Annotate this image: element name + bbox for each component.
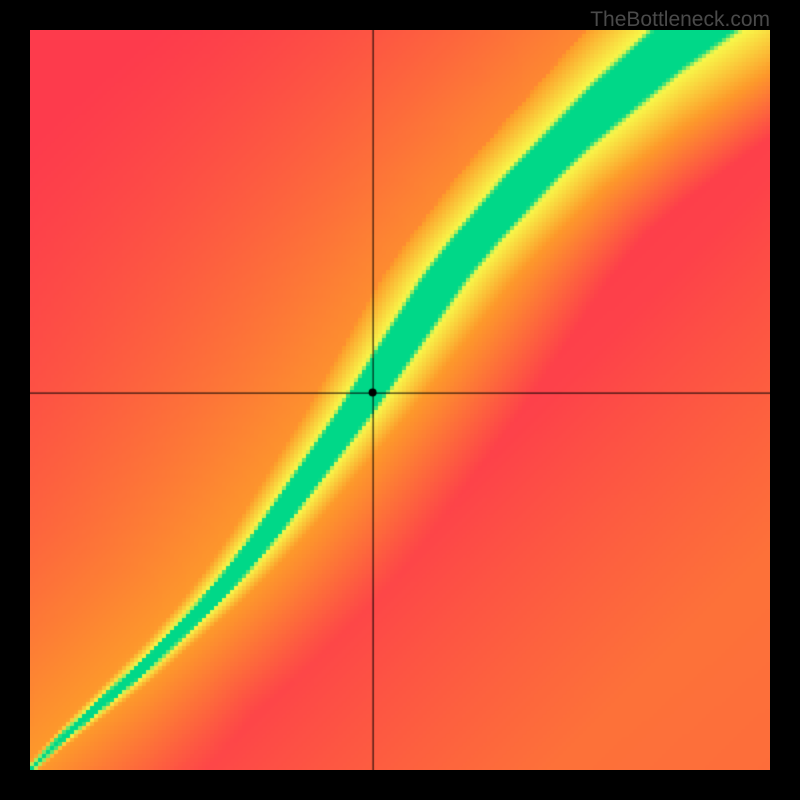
watermark-text: TheBottleneck.com bbox=[590, 8, 770, 32]
heatmap-plot bbox=[30, 30, 770, 770]
heatmap-canvas bbox=[30, 30, 770, 770]
chart-container: TheBottleneck.com bbox=[0, 0, 800, 800]
